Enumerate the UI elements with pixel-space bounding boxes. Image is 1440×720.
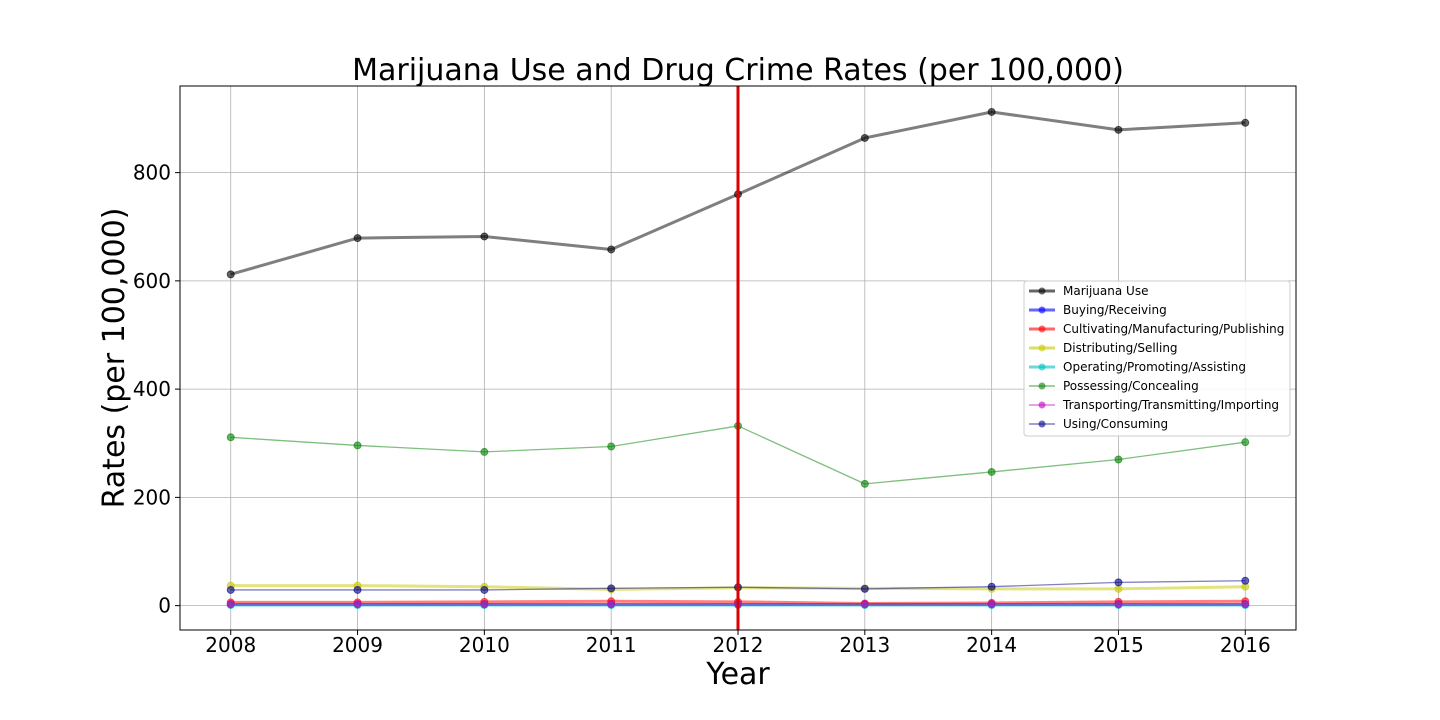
x-tick-label: 2009: [332, 633, 383, 657]
data-point: [226, 585, 235, 594]
legend-label: Using/Consuming: [1063, 417, 1168, 431]
legend-label: Buying/Receiving: [1063, 303, 1167, 317]
data-point: [987, 467, 996, 476]
legend-label: Transporting/Transmitting/Importing: [1062, 398, 1279, 412]
data-point: [860, 479, 869, 488]
data-point: [226, 600, 235, 609]
legend-label: Marijuana Use: [1063, 284, 1148, 298]
legend-swatch-marker: [1038, 287, 1046, 295]
data-point: [480, 585, 489, 594]
data-point: [1114, 584, 1123, 593]
x-tick-label: 2012: [713, 633, 764, 657]
legend-item: Buying/Receiving: [1029, 303, 1167, 317]
data-point: [607, 245, 616, 254]
data-point: [1241, 576, 1250, 585]
data-point: [1114, 600, 1123, 609]
data-point: [607, 584, 616, 593]
data-point: [987, 107, 996, 116]
data-point: [860, 133, 869, 142]
legend-item: Distributing/Selling: [1029, 341, 1178, 355]
legend-swatch-marker: [1038, 344, 1046, 352]
data-point: [987, 582, 996, 591]
y-tick-label: 200: [133, 485, 171, 509]
legend-swatch-marker: [1038, 382, 1046, 390]
y-axis-label: Rates (per 100,000): [97, 208, 132, 509]
data-point: [1241, 600, 1250, 609]
x-tick-label: 2013: [839, 633, 890, 657]
legend-label: Operating/Promoting/Assisting: [1063, 360, 1246, 374]
y-tick-label: 400: [133, 377, 171, 401]
data-point: [353, 441, 362, 450]
x-tick-label: 2016: [1220, 633, 1271, 657]
legend-swatch-marker: [1038, 325, 1046, 333]
data-point: [226, 270, 235, 279]
legend-swatch-marker: [1038, 363, 1046, 371]
data-point: [353, 600, 362, 609]
legend-item: Transporting/Transmitting/Importing: [1029, 398, 1279, 412]
y-tick-label: 600: [133, 269, 171, 293]
data-point: [480, 447, 489, 456]
y-tick-label: 800: [133, 161, 171, 185]
x-tick-label: 2011: [586, 633, 637, 657]
y-tick-label: 0: [158, 594, 171, 618]
legend-item: Possessing/Concealing: [1029, 379, 1199, 393]
data-point: [1114, 125, 1123, 134]
data-point: [226, 433, 235, 442]
data-point: [860, 600, 869, 609]
data-point: [1114, 578, 1123, 587]
legend-item: Marijuana Use: [1029, 284, 1148, 298]
ticks: 2008 2009 2010 2011 2012 2013 2014 2015 2016 0 200…: [133, 161, 1271, 657]
data-point: [1241, 118, 1250, 127]
x-axis-label: Year: [705, 657, 770, 692]
legend: Marijuana Use Buying/Receiving Cultivating…: [1023, 280, 1291, 437]
x-tick-label: 2015: [1093, 633, 1144, 657]
x-tick-label: 2014: [966, 633, 1017, 657]
data-point: [1114, 455, 1123, 464]
legend-item: Operating/Promoting/Assisting: [1029, 360, 1246, 374]
data-point: [480, 232, 489, 241]
legend-swatch-marker: [1038, 401, 1046, 409]
x-tick-label: 2008: [205, 633, 256, 657]
legend-item: Cultivating/Manufacturing/Publishing: [1029, 322, 1284, 336]
data-point: [987, 600, 996, 609]
legend-item: Using/Consuming: [1029, 417, 1168, 431]
data-point: [353, 585, 362, 594]
legend-label: Cultivating/Manufacturing/Publishing: [1063, 322, 1284, 336]
legend-swatch-marker: [1038, 420, 1046, 428]
chart-title: Marijuana Use and Drug Crime Rates (per …: [352, 53, 1124, 88]
legend-label: Possessing/Concealing: [1063, 379, 1199, 393]
data-point: [860, 584, 869, 593]
data-point: [607, 600, 616, 609]
x-tick-label: 2010: [459, 633, 510, 657]
legend-box: [1023, 280, 1291, 437]
data-point: [1241, 438, 1250, 447]
legend-label: Distributing/Selling: [1063, 341, 1178, 355]
data-point: [480, 600, 489, 609]
legend-swatch-marker: [1038, 306, 1046, 314]
data-point: [607, 442, 616, 451]
data-point: [353, 234, 362, 243]
